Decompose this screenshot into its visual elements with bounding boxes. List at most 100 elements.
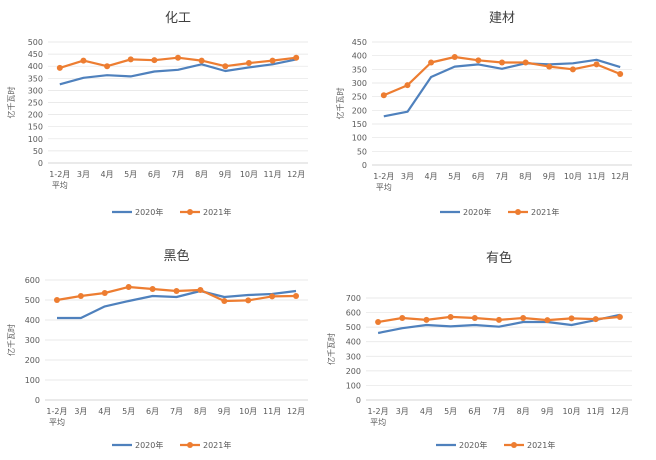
y-tick-label: 250 [352, 93, 367, 102]
y-tick-label: 600 [25, 276, 40, 285]
data-point [77, 293, 84, 299]
data-point [546, 63, 553, 70]
y-tick-label: 500 [346, 323, 361, 332]
y-tick-label: 50 [357, 147, 367, 156]
series-line [59, 58, 297, 86]
data-point [125, 284, 132, 290]
y-axis-label: 亿千瓦时 [335, 88, 345, 120]
x-tick-label: 6月 [472, 172, 485, 181]
legend-label: 2020年 [463, 207, 491, 217]
chart-panel: 建材 0 50 100 150 200 250 300 350 400 450 1-2月平均 3月 4月 5… [335, 11, 632, 217]
y-tick-label: 350 [28, 74, 43, 83]
legend-label: 2020年 [135, 440, 163, 450]
y-tick-label: 300 [25, 336, 40, 345]
legend-marker [187, 209, 193, 215]
legend-label: 2021年 [203, 207, 231, 217]
y-tick-label: 300 [346, 352, 361, 361]
y-tick-label: 200 [346, 367, 361, 376]
x-tick-label: 5月 [448, 172, 461, 181]
data-point [522, 59, 529, 66]
y-tick-label: 200 [28, 111, 43, 120]
y-tick-label: 450 [28, 50, 43, 59]
y-tick-label: 450 [352, 38, 367, 47]
y-tick-label: 500 [25, 296, 40, 305]
x-tick-label: 10月 [240, 170, 258, 179]
x-tick-label: 1-2月平均 [368, 407, 389, 427]
y-tick-label: 700 [346, 294, 361, 303]
data-point [520, 314, 527, 321]
y-tick-label: 150 [352, 120, 367, 129]
x-tick-label: 3月 [77, 170, 90, 179]
x-tick-label: 1-2月平均 [373, 172, 394, 192]
legend-label: 2020年 [459, 440, 487, 450]
x-tick-label: 8月 [195, 170, 208, 179]
x-tick-label: 9月 [541, 407, 554, 416]
data-point [104, 63, 111, 70]
chart-title: 建材 [489, 11, 515, 26]
y-tick-label: 0 [38, 159, 43, 168]
data-point [101, 290, 108, 296]
data-point [80, 57, 87, 64]
x-tick-label: 7月 [492, 407, 505, 416]
y-tick-label: 200 [352, 106, 367, 115]
legend-label: 2021年 [531, 207, 559, 217]
x-tick-label: 10月 [562, 407, 580, 416]
data-point [293, 54, 300, 61]
data-point [53, 297, 60, 303]
data-point [568, 315, 575, 322]
y-tick-label: 400 [352, 52, 367, 61]
data-point [221, 298, 228, 304]
y-tick-label: 0 [356, 396, 361, 405]
x-tick-label: 8月 [194, 407, 207, 416]
data-point [423, 316, 430, 323]
y-tick-label: 0 [35, 396, 40, 405]
data-point [496, 316, 502, 323]
series-line [377, 313, 621, 335]
x-tick-label: 4月 [101, 170, 114, 179]
data-point [198, 57, 205, 64]
x-tick-label: 6月 [468, 407, 481, 416]
x-tick-label: 12月 [287, 170, 305, 179]
legend-label: 2021年 [527, 440, 555, 450]
y-tick-label: 400 [346, 338, 361, 347]
y-tick-label: 150 [28, 123, 43, 132]
y-tick-label: 100 [352, 134, 367, 143]
legend-marker [511, 442, 517, 448]
data-point [149, 286, 156, 292]
chart-title: 有色 [486, 250, 512, 266]
legend-label: 2020年 [135, 207, 163, 217]
chart-panel: 有色 0 100 200 300 400 500 600 700 1-2月平均 3月 4月 5月 6月 7月… [326, 250, 632, 450]
x-tick-label: 7月 [171, 170, 184, 179]
y-tick-label: 0 [362, 161, 367, 170]
x-tick-label: 5月 [444, 407, 457, 416]
y-axis-label: 亿千瓦时 [326, 333, 336, 365]
data-point [593, 61, 600, 68]
data-point [197, 287, 204, 293]
x-tick-label: 3月 [74, 407, 87, 416]
y-tick-label: 400 [25, 316, 40, 325]
y-tick-label: 500 [28, 38, 43, 47]
data-point [404, 82, 411, 89]
data-point [375, 319, 382, 326]
x-tick-label: 8月 [517, 407, 530, 416]
x-tick-label: 3月 [396, 407, 409, 416]
x-tick-label: 4月 [98, 407, 111, 416]
data-point [293, 293, 300, 299]
data-point [451, 54, 458, 61]
y-axis-label: 亿千瓦时 [6, 87, 16, 119]
chart-panel: 化工 0 50 100 150 200 250 300 350 400 450 500 1-2月平均 3月… [6, 11, 308, 217]
y-tick-label: 300 [28, 86, 43, 95]
x-tick-label: 10月 [239, 407, 257, 416]
data-point [269, 293, 276, 300]
data-point [151, 57, 158, 64]
data-point [399, 314, 406, 321]
x-tick-label: 1-2月平均 [49, 170, 70, 190]
x-tick-label: 7月 [495, 172, 508, 181]
x-tick-label: 12月 [611, 407, 629, 416]
y-tick-label: 50 [33, 147, 43, 156]
y-tick-label: 100 [25, 376, 40, 385]
data-point [544, 317, 551, 324]
x-tick-label: 9月 [218, 407, 231, 416]
series-line [383, 58, 621, 118]
